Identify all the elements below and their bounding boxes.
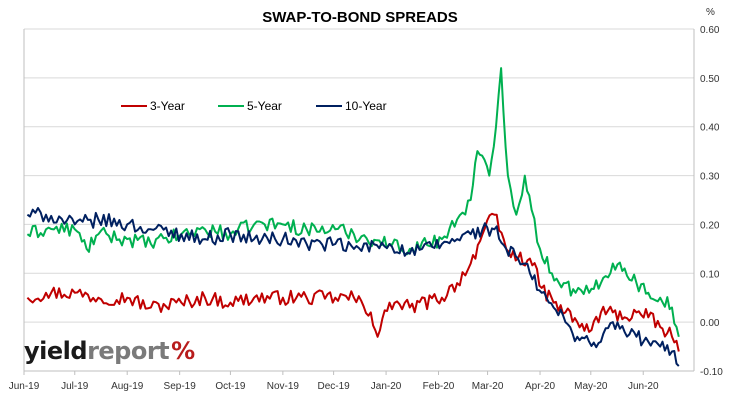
x-tick-label: Feb-20	[423, 381, 455, 392]
legend-label: 5-Year	[247, 99, 282, 113]
x-tick-label: Nov-19	[267, 381, 300, 392]
y-tick-label: 0.20	[700, 220, 720, 231]
y-tick-label: 0.40	[700, 123, 720, 134]
y-tick-label: 0.10	[700, 269, 720, 280]
yieldreport-logo: yieldreport%	[24, 339, 195, 363]
y-tick-label: 0.50	[700, 74, 720, 85]
x-tick-label: Aug-19	[111, 381, 144, 392]
x-tick-label: Mar-20	[472, 381, 504, 392]
x-tick-label: Jun-20	[628, 381, 659, 392]
x-tick-label: Jan-20	[371, 381, 402, 392]
x-tick-label: Jun-19	[9, 381, 40, 392]
x-tick-label: Apr-20	[525, 381, 555, 392]
series-line-10-year	[26, 207, 680, 367]
legend-label: 3-Year	[150, 99, 185, 113]
logo-text-report: report	[87, 337, 170, 365]
series-line-5-year	[26, 67, 680, 338]
legend-label: 10-Year	[345, 99, 387, 113]
x-tick-label: Dec-19	[317, 381, 350, 392]
y-unit-label: %	[706, 7, 715, 18]
x-tick-label: Jul-19	[61, 381, 89, 392]
x-tick-label: Oct-19	[215, 381, 245, 392]
x-tick-label: Sep-19	[164, 381, 197, 392]
y-tick-label: -0.10	[700, 367, 723, 378]
y-tick-label: 0.00	[700, 318, 720, 329]
logo-percent-sign: %	[171, 337, 195, 365]
x-tick-label: May-20	[574, 381, 608, 392]
y-tick-label: 0.30	[700, 172, 720, 183]
series-line-3-year	[26, 212, 680, 352]
y-tick-label: 0.60	[700, 25, 720, 36]
chart-title: SWAP-TO-BOND SPREADS	[262, 9, 458, 26]
logo-text-yield: yield	[24, 337, 88, 365]
